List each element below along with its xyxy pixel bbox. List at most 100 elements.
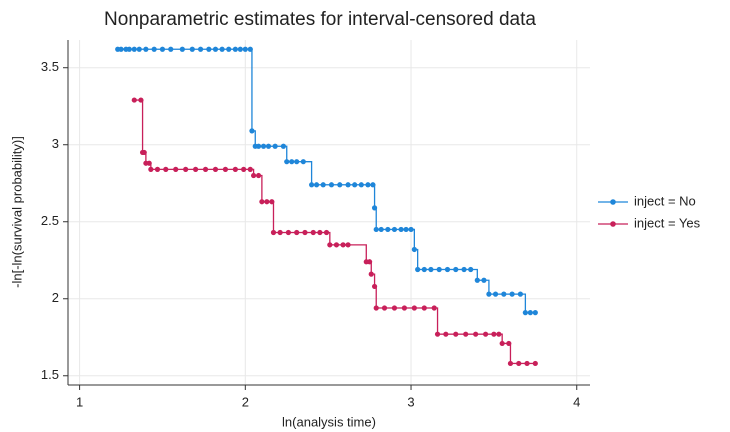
step-segment [303,161,313,185]
point [367,259,373,265]
point [179,46,185,52]
point [509,291,515,297]
point [428,266,434,273]
point [259,199,265,205]
point [212,166,219,172]
point [202,166,209,172]
point [436,266,442,273]
x-axis-title: ln(analysis time) [282,414,376,429]
y-axis-title: -ln[-ln(survival probability)] [9,136,24,288]
point [403,226,409,233]
point [345,242,351,248]
x-tick-label: 2 [242,394,249,409]
point [309,182,315,188]
point [486,291,492,297]
point [206,46,212,52]
point [337,182,343,188]
point [492,291,499,297]
point [265,143,272,149]
point [327,242,333,248]
point [264,199,270,205]
point [323,229,330,236]
point [371,283,378,290]
point [385,226,391,233]
point [226,46,232,52]
point [391,305,398,311]
point [507,360,514,367]
y-tick-label: 3 [52,136,59,151]
point [136,46,142,52]
point [249,128,255,134]
point [148,166,154,172]
point [522,310,528,316]
legend-label: inject = Yes [634,215,701,230]
point [391,226,398,233]
point [378,226,384,233]
point [189,46,195,52]
point [358,182,364,188]
point [131,46,137,52]
point [313,182,320,188]
point [532,360,538,367]
y-tick-label: 2.5 [41,213,59,228]
point [453,331,459,337]
point [241,166,247,172]
point [285,229,291,236]
point [501,291,507,297]
point [242,46,248,52]
point [269,199,275,205]
point [317,229,323,236]
point [373,305,379,311]
point [434,331,441,337]
y-tick-label: 1.5 [41,367,59,382]
point [352,182,358,188]
y-tick-label: 3.5 [41,59,59,74]
point [473,331,479,337]
point [302,229,308,236]
point [483,331,489,337]
point [499,340,505,347]
x-tick-label: 1 [76,394,83,409]
point [474,277,480,283]
point [232,166,238,172]
point [277,229,283,236]
point [506,340,512,347]
y-tick-label: 2 [52,290,59,305]
point [260,143,267,149]
step-segment [348,244,367,262]
point [516,360,522,367]
point [463,331,469,337]
point [212,46,219,52]
point [131,97,137,103]
point [401,305,407,311]
point [408,226,414,233]
x-tick-label: 3 [407,394,414,409]
point [381,305,388,311]
point [431,305,437,311]
point [146,160,152,166]
point [371,205,378,211]
point [255,172,262,179]
point [219,46,225,52]
legend-marker [610,199,616,205]
point [168,46,174,52]
point [163,166,169,172]
point [328,182,335,188]
point [247,166,253,172]
point [527,310,533,316]
point [159,46,166,52]
point [272,143,278,149]
point [481,277,487,283]
point [141,149,147,156]
chart-title: Nonparametric estimates for interval-cen… [104,9,536,30]
point [524,360,530,367]
point [143,46,149,52]
point [118,46,124,52]
point [255,143,262,149]
point [461,266,467,273]
point [491,331,497,337]
point [453,266,459,273]
point [443,331,449,337]
point [421,266,427,273]
